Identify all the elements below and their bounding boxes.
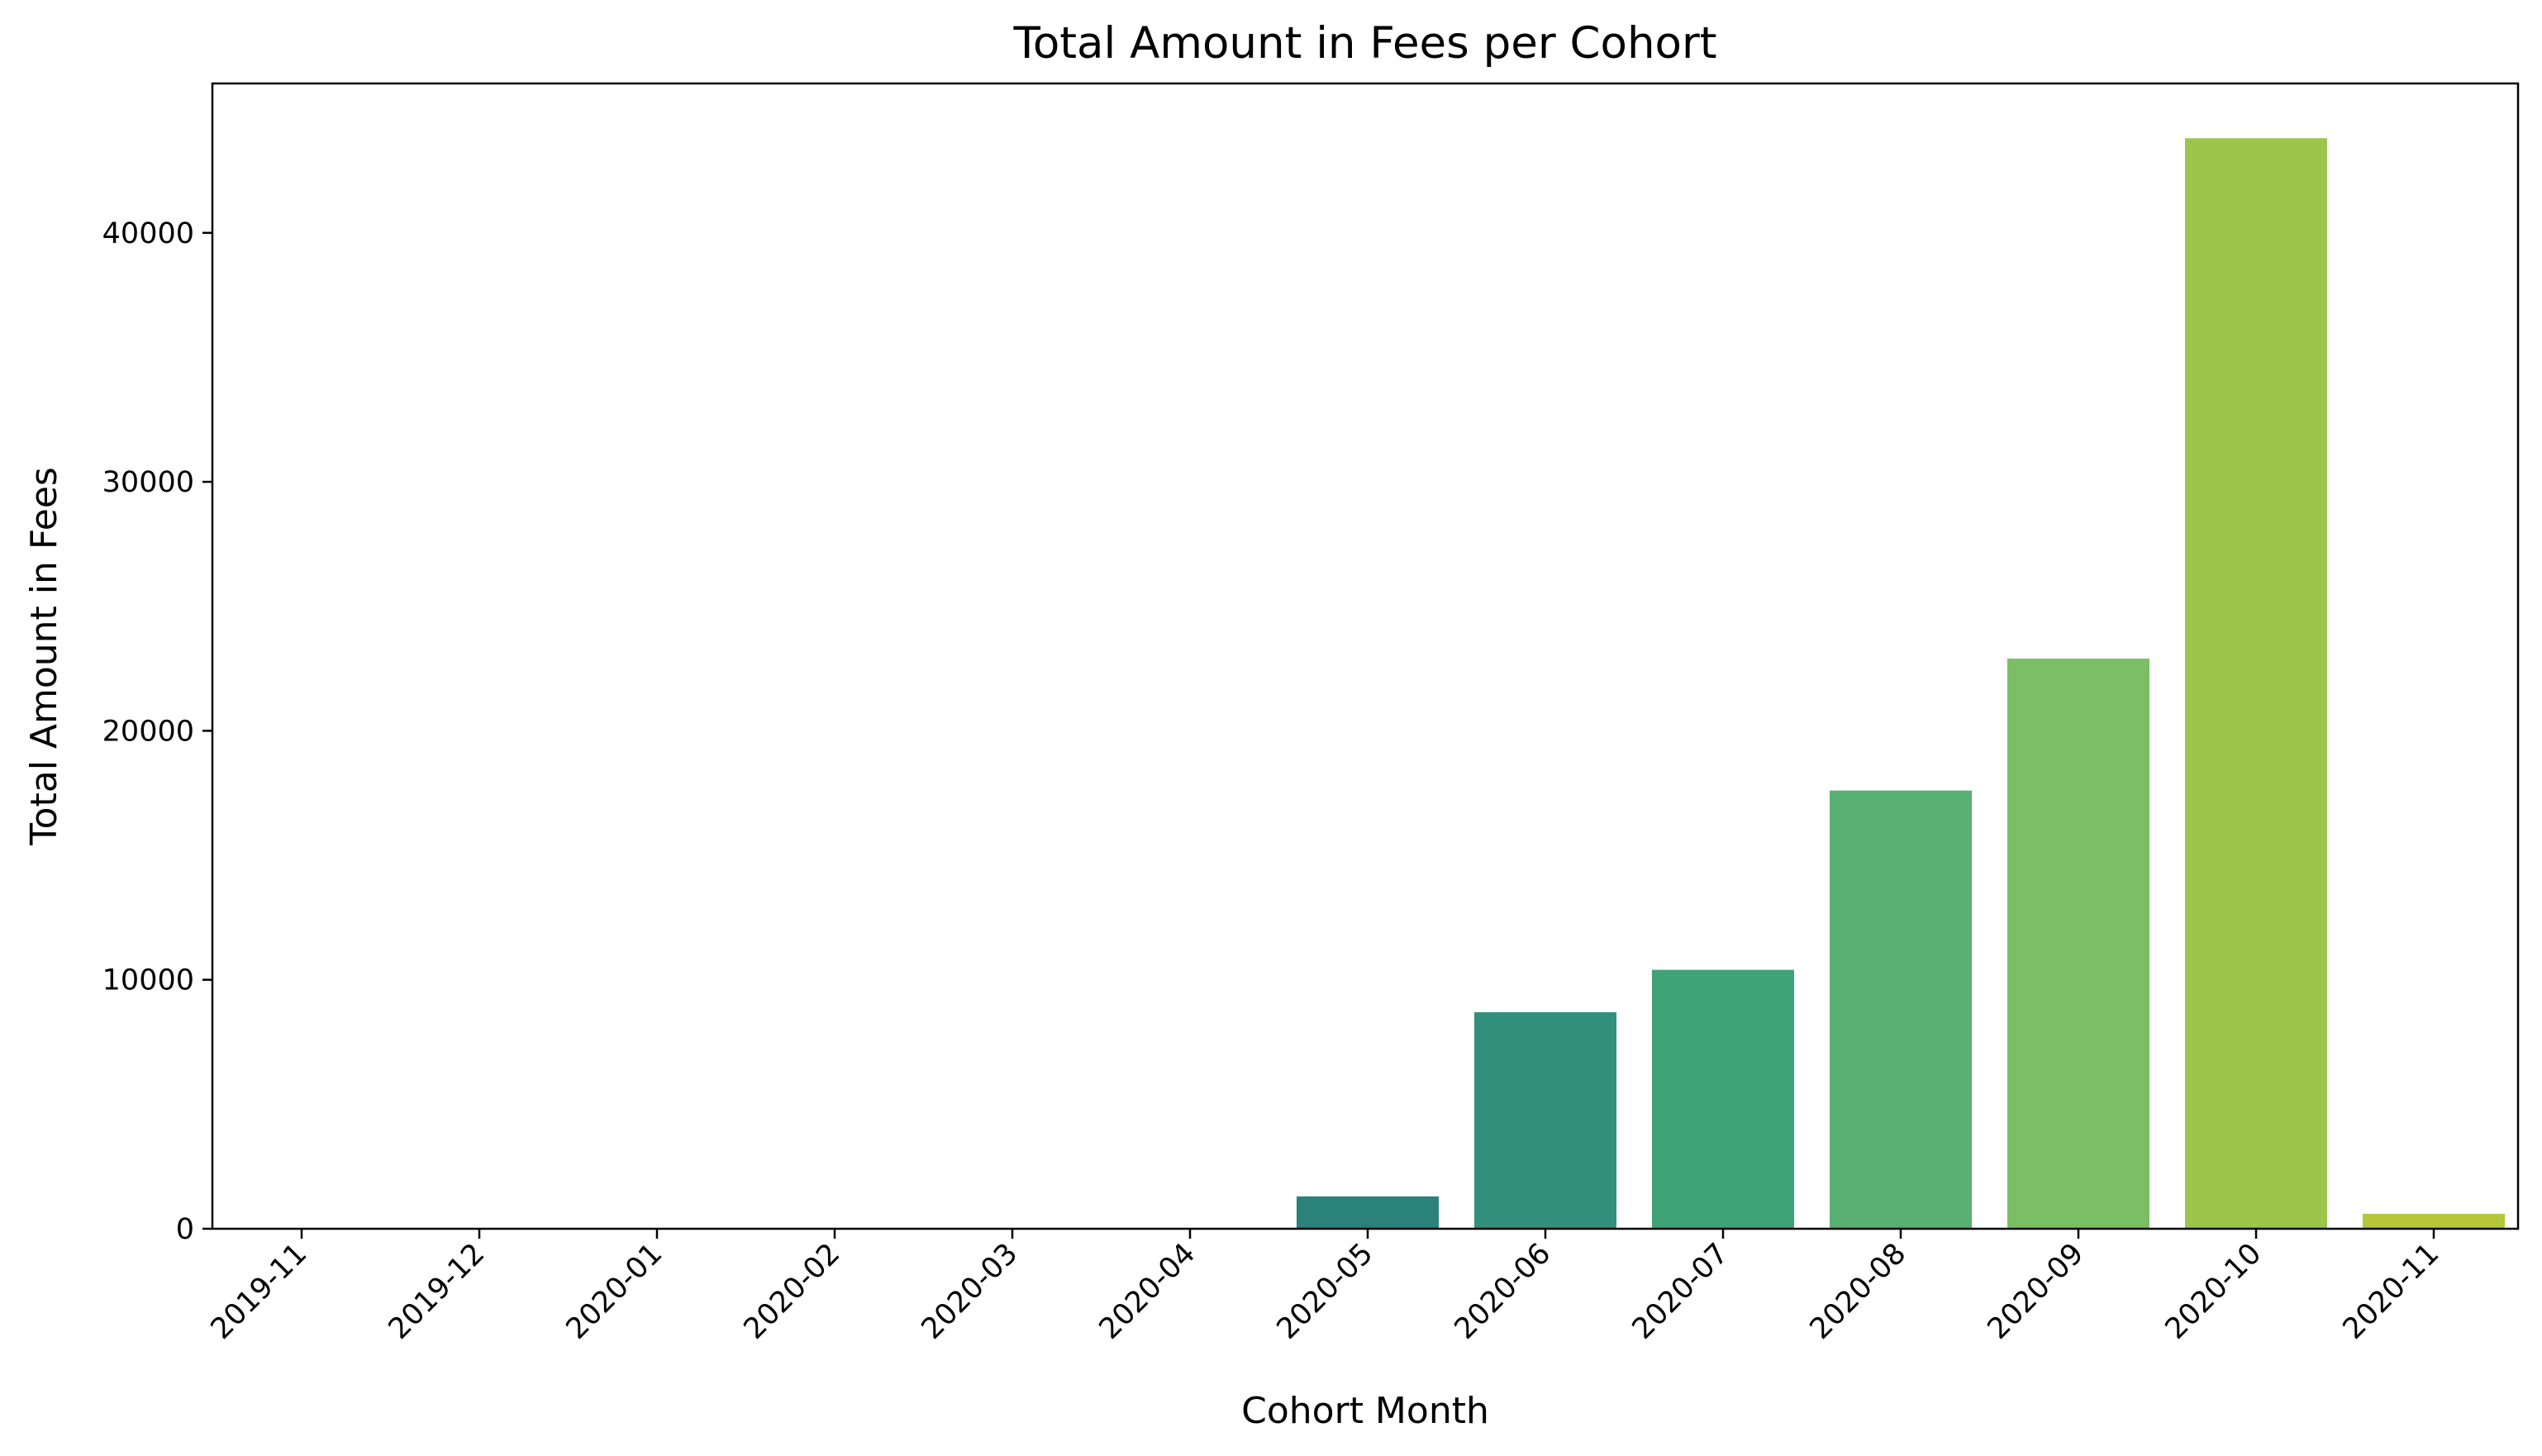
bars-group bbox=[1297, 138, 2505, 1229]
y-tick-label: 20000 bbox=[102, 715, 194, 748]
plot-frame bbox=[211, 82, 2520, 1230]
bar-2020-10 bbox=[2185, 138, 2327, 1229]
y-tick-label: 0 bbox=[176, 1213, 194, 1246]
x-axis-label: Cohort Month bbox=[1241, 1390, 1489, 1432]
y-axis: 0 10000 20000 30000 40000 bbox=[102, 217, 212, 1246]
bar-2020-06 bbox=[1474, 1011, 1616, 1229]
chart-title: Total Amount in Fees per Cohort bbox=[1012, 18, 1716, 69]
y-tick-label: 10000 bbox=[102, 964, 194, 997]
bar-2020-09 bbox=[2007, 659, 2149, 1229]
y-tick-label: 30000 bbox=[102, 466, 194, 499]
bar-2020-05 bbox=[1297, 1196, 1439, 1229]
bar-2020-08 bbox=[1830, 790, 1972, 1229]
bar-2020-11 bbox=[2363, 1213, 2505, 1229]
y-tick-label: 40000 bbox=[102, 217, 194, 250]
bar-2020-07 bbox=[1652, 969, 1794, 1229]
y-axis-label: Total Amount in Fees bbox=[23, 467, 65, 846]
